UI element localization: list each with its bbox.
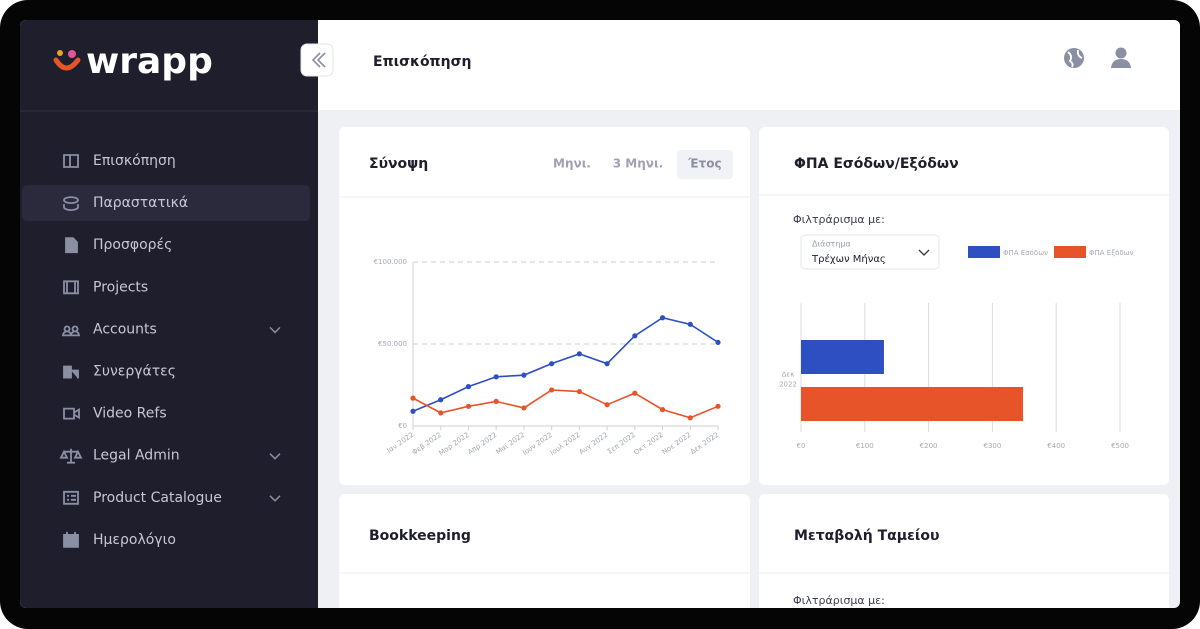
tab-active-bg	[677, 150, 733, 179]
globe-icon[interactable]	[1064, 48, 1084, 68]
data-point	[659, 407, 666, 413]
bookkeeping-card	[339, 494, 750, 608]
menu-chevron	[269, 326, 281, 334]
vat-card	[759, 127, 1169, 485]
cash-card	[759, 494, 1169, 608]
logo-icon	[53, 50, 81, 71]
data-point	[465, 384, 472, 390]
x-tick-label: €300	[983, 442, 1001, 450]
menu-item[interactable]: Συνεργάτες	[93, 364, 176, 380]
data-point	[604, 361, 610, 367]
y-tick-label: €50.000	[378, 340, 407, 348]
bar	[801, 340, 884, 374]
menu-icon	[59, 448, 83, 464]
data-point	[521, 405, 527, 411]
menu-icon	[63, 365, 79, 379]
bar	[801, 387, 1024, 421]
data-point	[659, 315, 666, 321]
tab[interactable]: Μηνι.	[553, 157, 591, 171]
menu-icon	[62, 325, 80, 337]
select-value: Τρέχων Μήνας	[811, 253, 886, 265]
menu-item[interactable]: Προσφορές	[93, 237, 172, 253]
legend-label: ΦΠΑ Εξόδων	[1089, 249, 1134, 257]
menu-icon	[63, 280, 79, 295]
x-tick-label: €100	[856, 442, 874, 450]
select-chevron	[918, 249, 930, 256]
card-title: Σύνοψη	[369, 156, 428, 172]
card-title: Μεταβολή Ταμείου	[794, 528, 939, 544]
tab[interactable]: Έτος	[687, 157, 721, 171]
data-point	[576, 388, 582, 395]
y-tick-label: Δεκ 2022	[779, 371, 797, 389]
menu-active-bg	[22, 185, 310, 222]
x-tick-label: €500	[1111, 442, 1129, 450]
legend-swatch	[1054, 246, 1086, 258]
data-point	[521, 372, 527, 378]
data-point	[549, 387, 555, 393]
menu-chevron	[269, 495, 281, 502]
menu-item[interactable]: Legal Admin	[93, 448, 180, 464]
data-point	[687, 321, 693, 327]
card-title: Bookkeeping	[369, 528, 471, 544]
select-label: Διάστημα	[812, 240, 851, 249]
menu-icon	[63, 196, 79, 211]
data-point	[438, 410, 444, 416]
legend-label: ΦΠΑ Εσόδων	[1003, 249, 1048, 257]
data-point	[604, 402, 610, 408]
menu-item[interactable]: Product Catalogue	[93, 490, 222, 506]
y-tick-label: €100.000	[374, 258, 407, 266]
data-point	[493, 374, 499, 380]
legend-swatch	[968, 246, 1000, 258]
data-point	[632, 390, 638, 396]
filter-label: Φιλτράρισμα με:	[793, 213, 885, 226]
topbar	[318, 20, 1180, 110]
menu-chevron	[269, 453, 281, 460]
menu-item[interactable]: Accounts	[93, 321, 157, 337]
menu-icon	[63, 531, 79, 548]
menu-item[interactable]: Παραστατικά	[93, 195, 188, 211]
data-point	[576, 351, 582, 357]
tab[interactable]: 3 Μηνι.	[613, 157, 663, 171]
logo-text: wrapp	[86, 41, 213, 82]
filter-label: Φιλτράρισμα με:	[793, 594, 885, 607]
x-tick-label: €200	[920, 442, 938, 450]
data-point	[687, 415, 693, 421]
menu-item[interactable]: Projects	[93, 279, 148, 295]
collapse-icon	[311, 52, 326, 68]
series-line	[412, 389, 719, 419]
card-title: ΦΠΑ Εσόδων/Εξόδων	[794, 156, 959, 172]
menu-item[interactable]: Video Refs	[93, 406, 167, 422]
data-point	[410, 395, 416, 401]
summary-card	[339, 127, 750, 485]
y-tick-label: €0	[398, 422, 407, 430]
menu-icon	[65, 237, 78, 254]
menu-icon	[63, 407, 80, 420]
data-point	[438, 397, 444, 403]
series-line	[412, 316, 719, 412]
data-point	[715, 339, 721, 345]
data-point	[715, 403, 721, 409]
data-point	[632, 333, 638, 339]
data-point	[410, 408, 416, 414]
data-point	[465, 403, 472, 409]
period-select[interactable]	[800, 234, 940, 270]
menu-icon	[63, 154, 79, 168]
menu-item[interactable]: Ημερολόγιο	[93, 532, 176, 548]
sidebar	[20, 20, 318, 608]
menu-item[interactable]: Επισκόπηση	[93, 153, 176, 169]
data-point	[549, 361, 555, 367]
user-icon[interactable]	[1111, 47, 1131, 69]
x-tick-label: €0	[797, 442, 806, 450]
menu-icon	[63, 490, 79, 505]
x-tick-label: €400	[1047, 442, 1065, 450]
data-point	[493, 398, 499, 404]
page-title: Επισκόπηση	[373, 54, 471, 70]
